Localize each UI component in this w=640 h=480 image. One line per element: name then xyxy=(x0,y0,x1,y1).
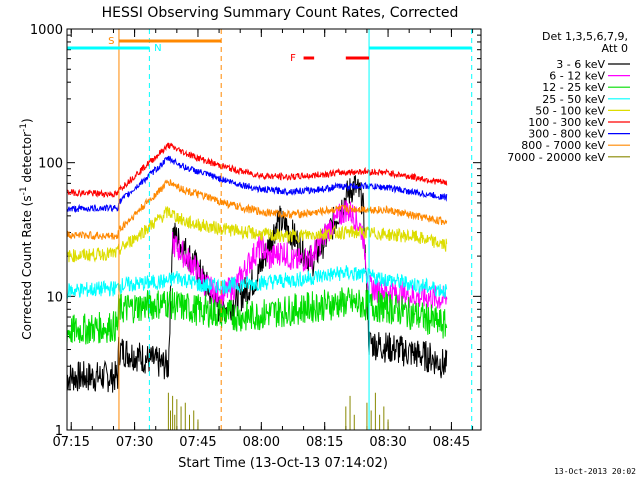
flare-label: F xyxy=(290,53,296,64)
plot-frame xyxy=(66,28,482,431)
series-5 xyxy=(67,142,448,198)
legend-header-line2: Att 0 xyxy=(602,42,628,55)
series-4 xyxy=(67,205,448,263)
y-axis-label-sup1: -1 xyxy=(19,186,29,195)
series-line xyxy=(67,265,448,299)
x-tick-label: 07:45 xyxy=(179,435,216,450)
plot-area xyxy=(67,29,473,430)
series-3 xyxy=(67,265,448,299)
x-tick-label: 08:30 xyxy=(369,435,406,450)
series-7 xyxy=(67,179,448,241)
y-axis-label-main: Corrected Count Rate (s xyxy=(20,195,34,339)
x-tick-label: 08:45 xyxy=(433,435,470,450)
series-8 xyxy=(167,392,389,430)
legend-label: 50 - 100 keV xyxy=(535,104,605,117)
y-axis-label-mid: detector xyxy=(20,132,34,187)
legend-label: 300 - 800 keV xyxy=(528,128,605,141)
y-tick-label: 10 xyxy=(46,290,63,305)
series-2 xyxy=(67,287,448,345)
chart-title: HESSI Observing Summary Count Rates, Cor… xyxy=(102,5,459,21)
y-tick-labels: 1 10 100 1000 xyxy=(30,23,63,439)
x-tick-label: 07:15 xyxy=(52,435,89,450)
saa-label: S xyxy=(108,36,114,47)
legend-label: 12 - 25 keV xyxy=(542,81,605,94)
markers-group xyxy=(67,29,473,430)
y-tick-label: 1000 xyxy=(30,23,63,38)
series-line xyxy=(67,205,448,263)
y-axis-label: Corrected Count Rate (s-1 detector-1) xyxy=(19,118,34,339)
legend-header-line1: Det 1,3,5,6,7,9, xyxy=(542,30,628,43)
x-tick-label: 08:15 xyxy=(306,435,343,450)
series-line xyxy=(67,155,448,214)
night-label: N xyxy=(154,43,161,54)
series-line xyxy=(67,142,448,198)
y-tick-label: 1 xyxy=(55,424,63,439)
legend-label: 25 - 50 keV xyxy=(542,93,605,106)
x-tick-labels: 07:15 07:30 07:45 08:00 08:15 08:30 08:45 xyxy=(52,435,470,450)
x-tick-label: 07:30 xyxy=(116,435,153,450)
series-group xyxy=(67,142,448,430)
y-axis-label-sup2: -1 xyxy=(19,123,29,132)
y-axis-label-end: ) xyxy=(20,118,34,123)
legend-label: 7000 - 20000 keV xyxy=(507,151,605,164)
series-6 xyxy=(67,155,448,214)
y-tick-label: 100 xyxy=(38,157,63,172)
timestamp: 13-Oct-2013 20:02 xyxy=(554,467,636,476)
legend-label: 800 - 7000 keV xyxy=(521,139,605,152)
series-line xyxy=(67,179,448,241)
legend-label: 100 - 300 keV xyxy=(528,116,605,129)
x-tick-label: 08:00 xyxy=(243,435,280,450)
legend-label: 3 - 6 keV xyxy=(556,58,605,71)
legend-label: 6 - 12 keV xyxy=(549,70,605,83)
x-axis-label: Start Time (13-Oct-13 07:14:02) xyxy=(178,456,388,471)
series-line xyxy=(67,287,448,345)
